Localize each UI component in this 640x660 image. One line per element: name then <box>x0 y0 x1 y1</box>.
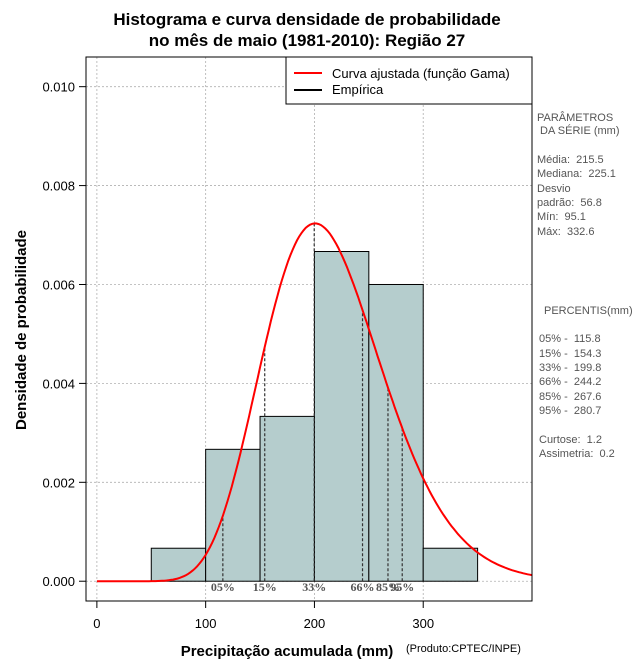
percentile-label: 15% <box>253 580 277 594</box>
histogram-bar <box>313 251 370 582</box>
x-axis: 0 100 200 300 <box>93 600 434 631</box>
chart-title: Histograma e curva densidade de probabil… <box>113 10 500 29</box>
histogram-bars <box>150 251 479 582</box>
y-tick-label: 0.008 <box>42 179 75 194</box>
y-tick-label: 0.010 <box>42 80 75 95</box>
y-tick-label: 0.004 <box>42 376 75 391</box>
stat-mean: Média: 215.5 <box>537 154 604 166</box>
y-axis: 0.000 0.002 0.004 0.006 0.008 0.010 <box>42 80 86 589</box>
percentile-85: 85% - 267.6 <box>539 391 602 403</box>
y-tick-label: 0.002 <box>42 475 75 490</box>
stat-kurtosis: Curtose: 1.2 <box>539 434 602 446</box>
legend-box <box>285 56 533 105</box>
percentile-66: 66% - 244.2 <box>539 376 602 388</box>
percentile-05: 05% - 115.8 <box>539 333 601 345</box>
product-credit: (Produto:CPTEC/INPE) <box>406 643 521 655</box>
y-tick-label: 0.006 <box>42 277 75 292</box>
stat-skewness: Assimetria: 0.2 <box>539 448 615 460</box>
x-tick-label: 100 <box>195 616 217 631</box>
percentile-label: 05% <box>211 580 235 594</box>
percentile-33: 33% - 199.8 <box>539 362 602 374</box>
percentile-15: 15% - 154.3 <box>539 348 602 360</box>
legend-label-fitted-curve: Curva ajustada (função Gama) <box>332 66 510 81</box>
gamma-curve <box>96 222 533 583</box>
percentile-label: 33% <box>302 580 326 594</box>
percentiles-title: PERCENTIS(mm) <box>544 305 633 317</box>
legend: Curva ajustada (função Gama) Empírica <box>285 56 533 105</box>
stat-stddev-label: Desvio <box>537 183 571 195</box>
stat-median: Mediana: 225.1 <box>537 168 616 180</box>
x-tick-label: 300 <box>412 616 434 631</box>
chart-subtitle: no mês de maio (1981-2010): Região 27 <box>149 31 466 50</box>
histogram-bar <box>422 547 479 582</box>
x-axis-label: Precipitação acumulada (mm) <box>181 643 394 660</box>
stat-max: Máx: 332.6 <box>537 226 595 238</box>
histogram-bar <box>259 415 315 582</box>
y-tick-label: 0.000 <box>42 574 75 589</box>
legend-label-empirical: Empírica <box>332 82 384 97</box>
percentile-label: 85% <box>376 580 400 594</box>
percentile-label: 66% <box>351 580 375 594</box>
percentile-95: 95% - 280.7 <box>539 405 602 417</box>
x-tick-label: 200 <box>304 616 326 631</box>
histogram-bar <box>368 283 424 582</box>
y-axis-label: Densidade de probabilidade <box>13 230 30 430</box>
stat-stddev-value: padrão: 56.8 <box>537 197 602 209</box>
histogram-bar <box>205 448 261 582</box>
series-parameters-title-1: PARÂMETROS <box>537 112 614 124</box>
stat-min: Mín: 95.1 <box>537 211 586 223</box>
fitted-gamma-curve <box>96 222 533 583</box>
series-parameters-title-2: DA SÉRIE (mm) <box>537 125 620 137</box>
percentile-label: 95% <box>390 580 414 594</box>
percentile-lines: 05% 15% 33% 66% 85%95% <box>211 223 414 594</box>
x-tick-label: 0 <box>93 616 100 631</box>
